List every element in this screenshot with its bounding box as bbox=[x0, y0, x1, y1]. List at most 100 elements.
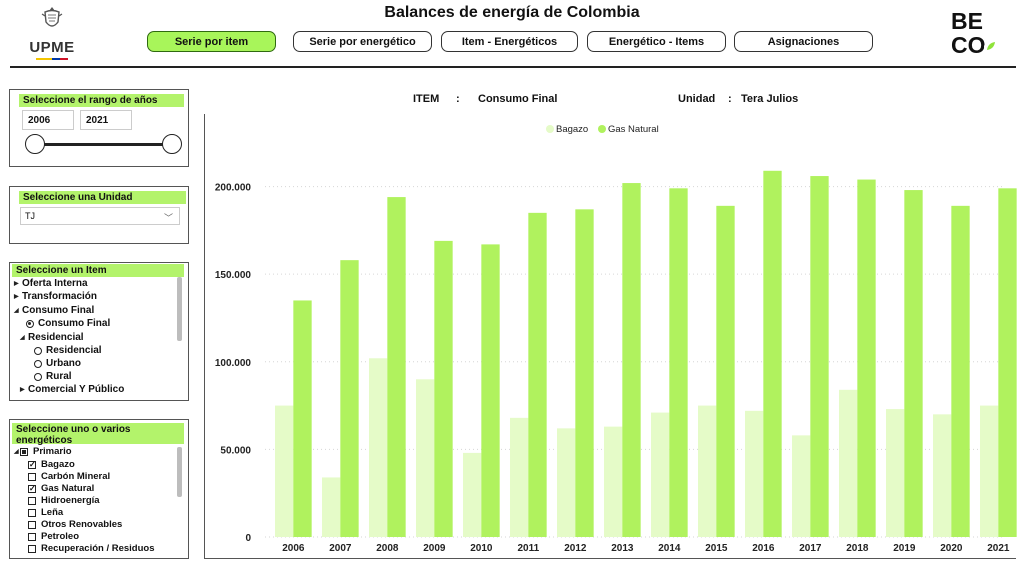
bar-bagazo-2014[interactable] bbox=[651, 412, 670, 537]
energetic-gas-natural[interactable]: Gas Natural bbox=[28, 483, 94, 495]
bar-bagazo-2017[interactable] bbox=[792, 435, 811, 537]
bar-bagazo-2020[interactable] bbox=[933, 414, 952, 537]
bar-bagazo-2009[interactable] bbox=[416, 379, 435, 537]
energetic-lena[interactable]: Leña bbox=[28, 507, 63, 519]
y-tick-label: 50.000 bbox=[220, 445, 251, 456]
collapse-arrow-icon[interactable]: ◢ bbox=[20, 335, 25, 341]
bar-bagazo-2006[interactable] bbox=[275, 405, 294, 537]
legend-label: Gas Natural bbox=[608, 124, 659, 135]
item-panel: Seleccione un Item ▶ Oferta Interna ▶ Tran… bbox=[9, 262, 189, 401]
bar-bagazo-2021[interactable] bbox=[980, 405, 999, 537]
year-to-input[interactable]: 2021 bbox=[80, 110, 132, 130]
bar-gas-natural-2021[interactable] bbox=[998, 188, 1017, 537]
expand-arrow-icon[interactable]: ▶ bbox=[20, 387, 25, 393]
expand-arrow-icon[interactable]: ▶ bbox=[14, 281, 19, 287]
tab-energetico-items[interactable]: Energético - Items bbox=[587, 31, 726, 52]
checkbox-checked-icon[interactable] bbox=[28, 461, 36, 469]
checkbox-icon[interactable] bbox=[28, 497, 36, 505]
collapse-arrow-icon[interactable]: ◢ bbox=[14, 449, 19, 455]
checkbox-icon[interactable] bbox=[28, 545, 36, 553]
energetic-bagazo[interactable]: Bagazo bbox=[28, 459, 75, 471]
y-axis-ticks: 0 50.000 100.000 150.000 200.000 bbox=[215, 183, 252, 544]
bar-gas-natural-2009[interactable] bbox=[434, 240, 453, 537]
tree-item-oferta-interna[interactable]: ▶ Oferta Interna bbox=[14, 278, 88, 289]
radio-icon[interactable] bbox=[34, 347, 42, 355]
energetic-otros-renovables[interactable]: Otros Renovables bbox=[28, 519, 122, 531]
tree-item-consumo-final[interactable]: Consumo Final bbox=[26, 318, 110, 330]
x-tick-label: 2011 bbox=[517, 543, 539, 554]
tree-item-residencial-group[interactable]: ◢ Residencial bbox=[20, 332, 84, 343]
energetic-group-primario[interactable]: ◢ Primario bbox=[14, 446, 72, 457]
bar-gas-natural-2012[interactable] bbox=[575, 209, 594, 537]
x-tick-label: 2013 bbox=[611, 543, 634, 554]
tree-item-rural[interactable]: Rural bbox=[34, 371, 72, 383]
bar-gas-natural-2016[interactable] bbox=[763, 170, 782, 537]
bar-gas-natural-2020[interactable] bbox=[951, 205, 970, 538]
bar-gas-natural-2014[interactable] bbox=[669, 188, 688, 537]
bar-bagazo-2010[interactable] bbox=[463, 452, 482, 537]
x-tick-label: 2015 bbox=[705, 543, 728, 554]
energetic-recuperacion-residuos[interactable]: Recuperación / Residuos bbox=[28, 543, 155, 555]
tree-item-transformacion[interactable]: ▶ Transformación bbox=[14, 291, 98, 302]
expand-arrow-icon[interactable]: ▶ bbox=[14, 294, 19, 300]
x-tick-label: 2021 bbox=[987, 543, 1010, 554]
tab-serie-por-item[interactable]: Serie por item bbox=[147, 31, 276, 52]
bar-gas-natural-2018[interactable] bbox=[857, 179, 876, 537]
tree-item-residencial[interactable]: Residencial bbox=[34, 345, 102, 357]
bar-gas-natural-2007[interactable] bbox=[340, 260, 359, 537]
year-from-input[interactable]: 2006 bbox=[22, 110, 74, 130]
bar-gas-natural-2006[interactable] bbox=[293, 300, 312, 537]
bar-gas-natural-2019[interactable] bbox=[904, 190, 923, 537]
beco-logo-line1: BE bbox=[951, 8, 983, 34]
y-tick-label: 100.000 bbox=[215, 358, 252, 369]
checkbox-checked-icon[interactable] bbox=[28, 485, 36, 493]
energetics-scrollbar[interactable] bbox=[177, 447, 182, 497]
coat-of-arms-icon bbox=[41, 7, 63, 27]
bar-gas-natural-2010[interactable] bbox=[481, 244, 500, 537]
bar-bagazo-2019[interactable] bbox=[886, 409, 905, 537]
checkbox-icon[interactable] bbox=[28, 473, 36, 481]
tree-item-consumo-final-group[interactable]: ◢ Consumo Final bbox=[14, 305, 95, 316]
bar-gas-natural-2008[interactable] bbox=[387, 197, 406, 538]
bar-gas-natural-2013[interactable] bbox=[622, 183, 641, 538]
radio-icon[interactable] bbox=[34, 360, 42, 368]
bar-gas-natural-2011[interactable] bbox=[528, 212, 547, 537]
tree-item-comercial-publico[interactable]: ▶ Comercial Y Público bbox=[20, 384, 125, 395]
collapse-arrow-icon[interactable]: ◢ bbox=[14, 308, 19, 314]
x-tick-label: 2018 bbox=[846, 543, 869, 554]
upme-logo: UPME bbox=[22, 6, 82, 64]
beco-logo: BE CO bbox=[951, 8, 996, 57]
bar-bagazo-2015[interactable] bbox=[698, 405, 717, 537]
year-range-track[interactable] bbox=[34, 143, 172, 146]
bar-gas-natural-2017[interactable] bbox=[810, 176, 829, 537]
x-tick-label: 2007 bbox=[329, 543, 352, 554]
checkbox-icon[interactable] bbox=[28, 509, 36, 517]
tree-item-urbano[interactable]: Urbano bbox=[34, 358, 81, 370]
unit-dropdown[interactable]: TJ ﹀ bbox=[20, 207, 180, 225]
tab-serie-por-energetico[interactable]: Serie por energético bbox=[293, 31, 432, 52]
bar-bagazo-2016[interactable] bbox=[745, 410, 764, 537]
energetic-carbon-mineral[interactable]: Carbón Mineral bbox=[28, 471, 110, 483]
tab-asignaciones[interactable]: Asignaciones bbox=[734, 31, 873, 52]
energetics-heading: Seleccione uno o varios energéticos bbox=[12, 423, 184, 446]
bar-bagazo-2007[interactable] bbox=[322, 477, 341, 537]
radio-selected-icon[interactable] bbox=[26, 320, 34, 328]
checkbox-icon[interactable] bbox=[28, 533, 36, 541]
bar-bagazo-2013[interactable] bbox=[604, 426, 623, 537]
year-range-end-handle[interactable] bbox=[162, 134, 182, 154]
year-range-start-handle[interactable] bbox=[25, 134, 45, 154]
bar-bagazo-2011[interactable] bbox=[510, 417, 529, 537]
unit-caption-label: Unidad bbox=[678, 93, 716, 105]
bar-bagazo-2008[interactable] bbox=[369, 358, 388, 537]
item-scrollbar[interactable] bbox=[177, 277, 182, 341]
bar-bagazo-2018[interactable] bbox=[839, 389, 858, 537]
radio-icon[interactable] bbox=[34, 373, 42, 381]
bar-bagazo-2012[interactable] bbox=[557, 428, 576, 537]
checkbox-partial-icon[interactable] bbox=[20, 448, 28, 456]
checkbox-icon[interactable] bbox=[28, 521, 36, 529]
bar-gas-natural-2015[interactable] bbox=[716, 205, 735, 538]
energetic-petroleo[interactable]: Petroleo bbox=[28, 531, 79, 543]
page-title: Balances de energía de Colombia bbox=[384, 4, 640, 21]
energetic-hidroenergia[interactable]: Hidroenergía bbox=[28, 495, 100, 507]
tab-item-energeticos[interactable]: Item - Energéticos bbox=[441, 31, 578, 52]
